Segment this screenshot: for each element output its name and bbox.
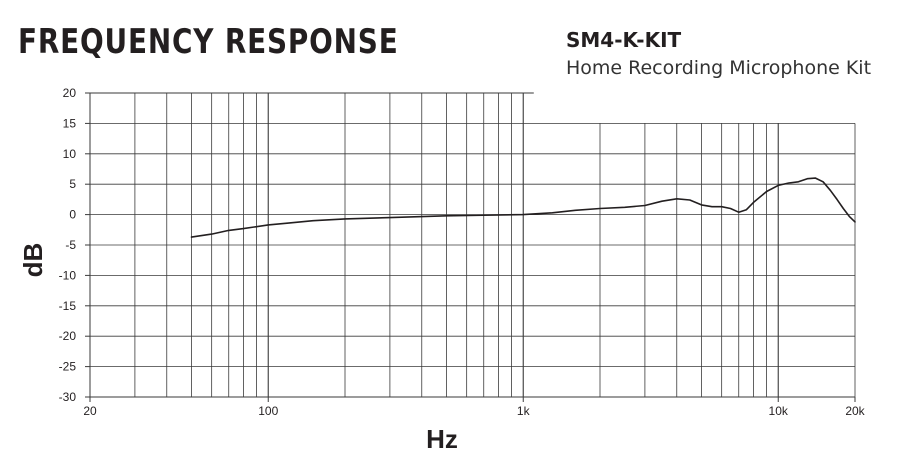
x-tick-label: 10k (769, 404, 789, 418)
x-tick-label: 100 (258, 404, 278, 418)
x-tick-label: 1k (517, 404, 531, 418)
y-tick-label: -15 (59, 299, 77, 313)
y-axis-ticks: 20 15 10 5 0 -5 -10 -15 -20 -25 -30 (59, 86, 90, 404)
y-tick-label: 10 (63, 147, 77, 161)
y-tick-label: 20 (63, 86, 77, 100)
chart-title: FREQUENCY RESPONSE (18, 22, 399, 62)
y-tick-label: -10 (59, 268, 77, 282)
y-tick-label: -25 (59, 360, 77, 374)
x-tick-label: 20k (845, 404, 865, 418)
y-tick-label: -30 (59, 390, 77, 404)
y-tick-label: -5 (65, 238, 76, 252)
series-layer (190, 177, 856, 238)
y-tick-label: -20 (59, 329, 77, 343)
grid-lines (89, 92, 856, 398)
series-line (190, 177, 856, 238)
model-name: SM4-K-KIT (566, 28, 682, 52)
x-axis-label: Hz (426, 424, 458, 454)
y-tick-label: 5 (69, 177, 76, 191)
x-tick-label: 20 (83, 404, 97, 418)
y-tick-label: 15 (63, 116, 77, 130)
x-axis-ticks: 20 100 1k 10k 20k (83, 397, 866, 418)
y-axis-label: dB (18, 243, 48, 278)
y-tick-label: 0 (69, 208, 76, 222)
product-subtitle: Home Recording Microphone Kit (566, 57, 872, 79)
